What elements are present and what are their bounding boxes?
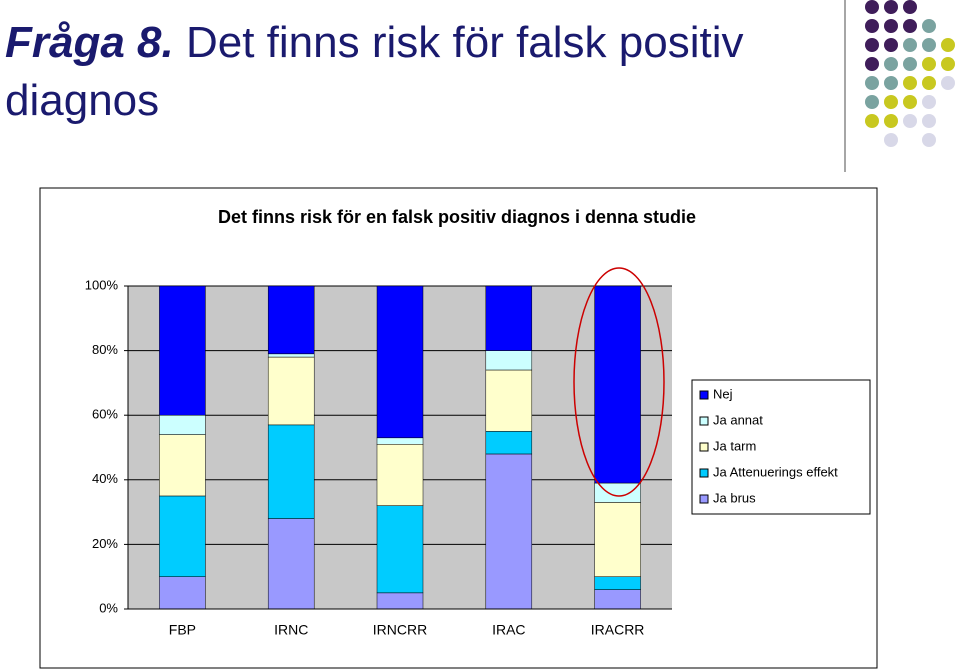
legend-label: Ja annat (713, 412, 763, 427)
bar-segment (485, 285, 533, 351)
dot (903, 57, 917, 71)
dot (865, 0, 879, 14)
y-tick-label: 20% (92, 536, 118, 551)
x-tick-label: IRNC (274, 622, 308, 638)
dot (884, 19, 898, 33)
legend-swatch (699, 416, 709, 426)
y-tick-label: 100% (85, 277, 119, 292)
dot (884, 57, 898, 71)
dot (884, 38, 898, 52)
bar-segment (376, 592, 424, 610)
bar-segment (376, 437, 424, 445)
y-tick-label: 40% (92, 471, 118, 486)
legend-swatch (699, 442, 709, 452)
dot (865, 57, 879, 71)
bar-segment (267, 424, 315, 519)
x-tick-label: IRAC (492, 622, 525, 638)
bar-segment (159, 576, 206, 610)
dot (922, 114, 936, 128)
bar-segment (485, 431, 533, 455)
dot (903, 95, 917, 109)
bar-segment (159, 434, 206, 497)
bar-segment (594, 589, 641, 610)
bar-segment (267, 285, 315, 355)
x-tick-label: IRNCRR (373, 622, 427, 638)
dot (865, 19, 879, 33)
legend-label: Nej (713, 386, 733, 401)
legend-label: Ja brus (713, 490, 756, 505)
legend-swatch (699, 390, 709, 400)
dot (903, 19, 917, 33)
question-label: Fråga 8. (5, 18, 174, 67)
legend-swatch (699, 494, 709, 504)
dot (922, 76, 936, 90)
bar-segment (159, 495, 206, 577)
dot (865, 95, 879, 109)
dot (865, 76, 879, 90)
dot (903, 38, 917, 52)
bar-segment (267, 356, 315, 426)
bar-segment (485, 350, 533, 371)
x-tick-label: IRACRR (591, 622, 645, 638)
y-tick-label: 60% (92, 407, 118, 422)
legend-swatch (699, 468, 709, 478)
chart-title: Det finns risk för en falsk positiv diag… (218, 207, 696, 227)
dot (941, 57, 955, 71)
bar-segment (159, 414, 206, 435)
bar-segment (485, 369, 533, 432)
dot (922, 133, 936, 147)
bar-segment (485, 453, 533, 610)
bar-segment (267, 518, 315, 610)
decoration (865, 0, 955, 147)
dot (903, 76, 917, 90)
bar-segment (267, 353, 315, 358)
dot (865, 114, 879, 128)
legend-label: Ja tarm (713, 438, 756, 453)
dot (922, 19, 936, 33)
dot (884, 114, 898, 128)
dot (903, 114, 917, 128)
dot (884, 95, 898, 109)
bar-segment (376, 444, 424, 506)
dot (922, 38, 936, 52)
dot (941, 76, 955, 90)
legend-label: Ja Attenuerings effekt (713, 464, 838, 479)
x-tick-label: FBP (169, 622, 196, 638)
dot (903, 0, 917, 14)
dot (922, 95, 936, 109)
bar-segment (159, 285, 206, 416)
dot (884, 133, 898, 147)
slide-title: Fråga 8. Det finns risk för falsk positi… (5, 14, 845, 130)
y-tick-label: 80% (92, 342, 118, 357)
highlight-ellipse (573, 267, 665, 497)
dot (884, 76, 898, 90)
question-text: Det finns risk för falsk positiv diagnos (5, 18, 744, 125)
dot (941, 38, 955, 52)
dot (865, 38, 879, 52)
legend-box (691, 379, 871, 515)
bar-segment (594, 285, 641, 484)
dot (884, 0, 898, 14)
bar-segment (376, 285, 424, 439)
bar-segment (594, 576, 641, 590)
y-tick-label: 0% (99, 600, 118, 615)
bar-segment (376, 505, 424, 594)
dot (922, 57, 936, 71)
bar-segment (594, 502, 641, 577)
